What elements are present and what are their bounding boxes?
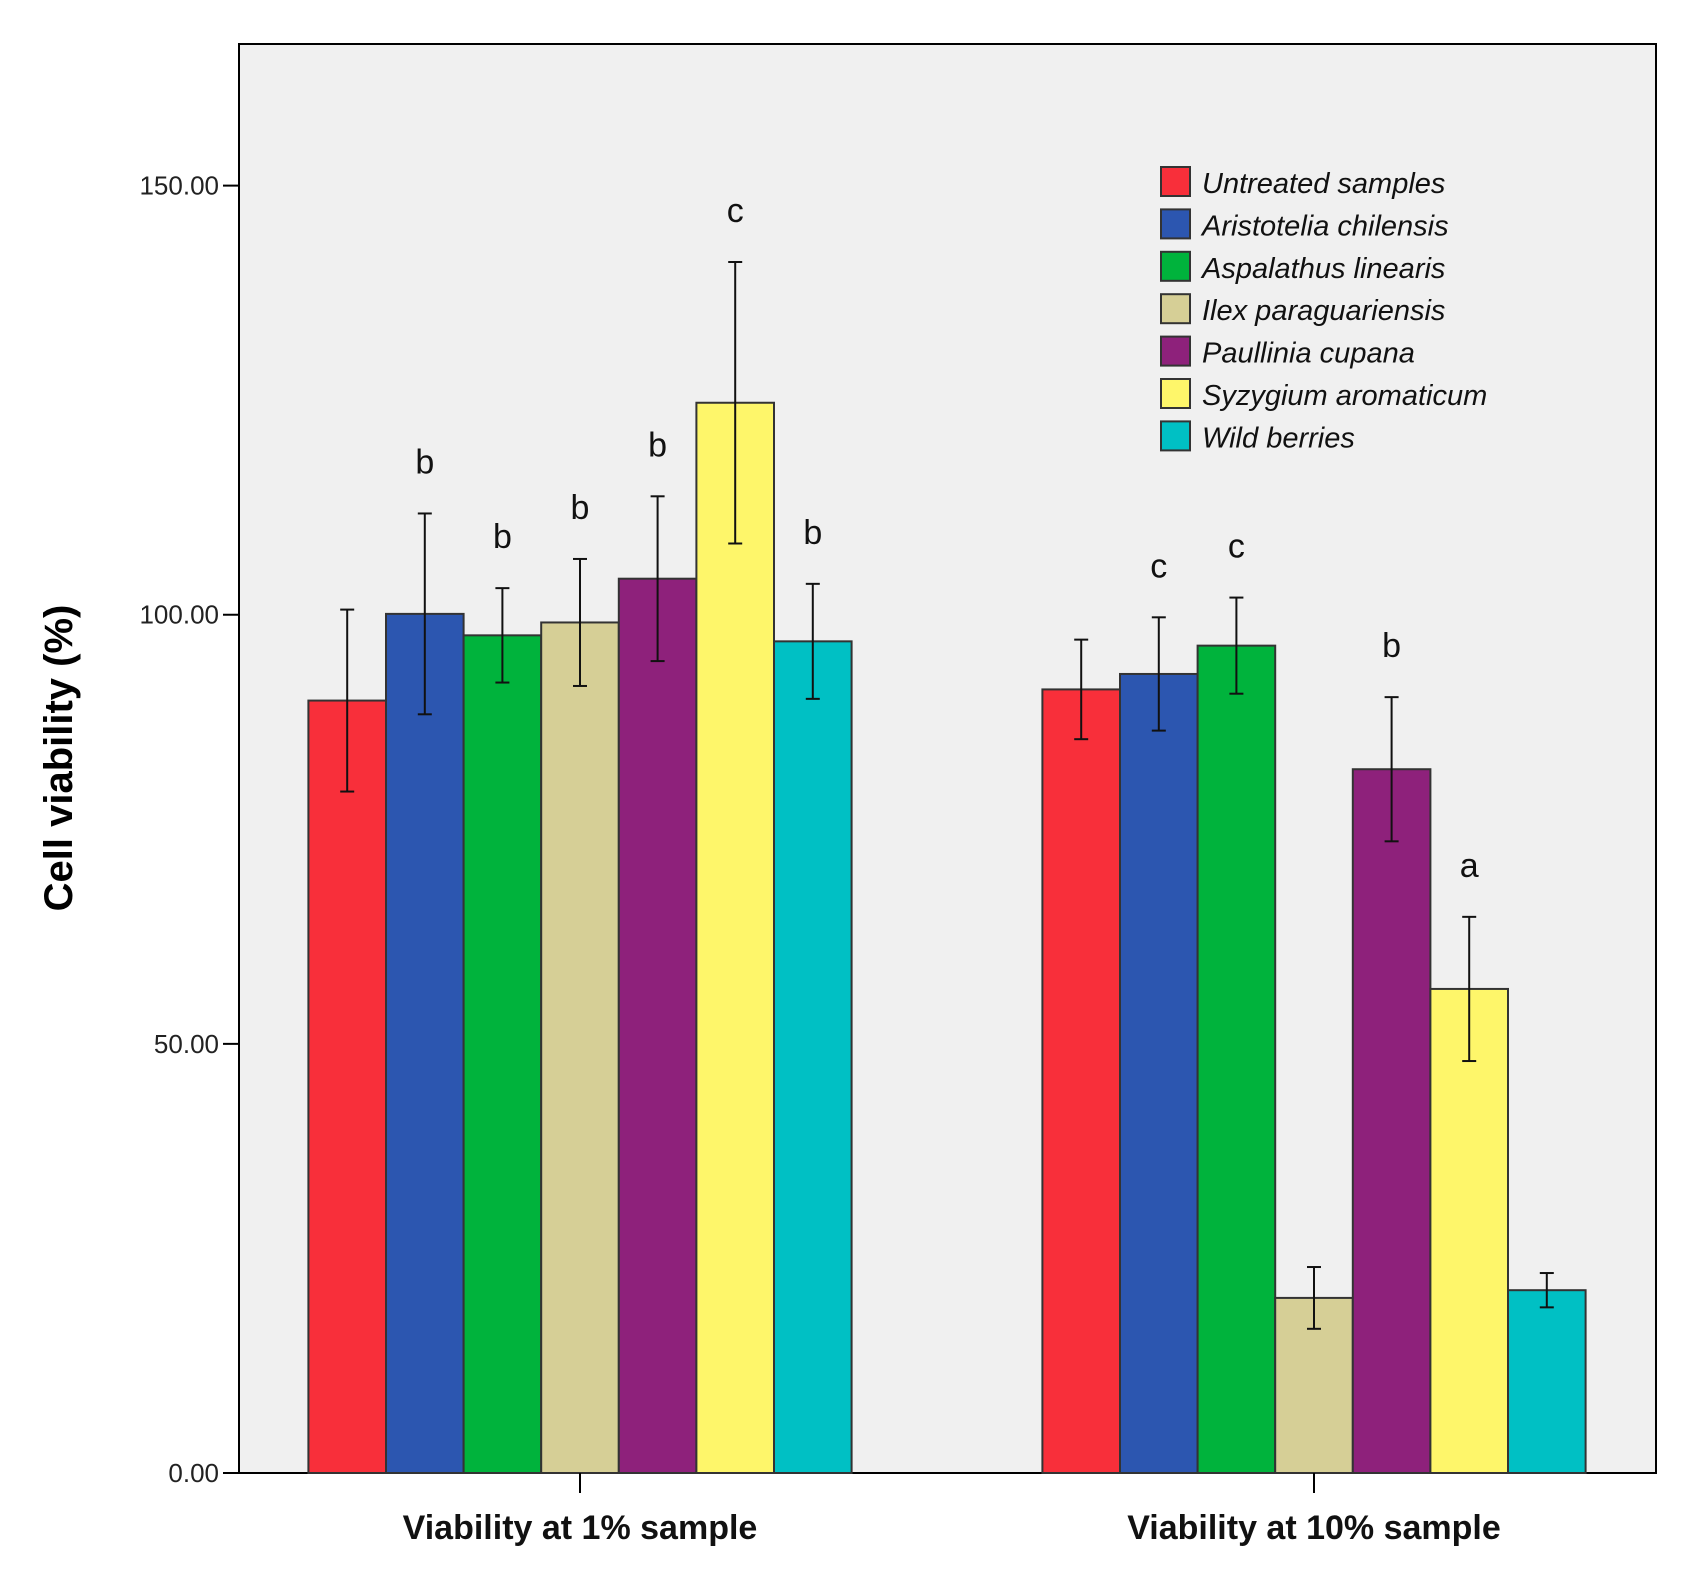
significance-label: b — [1382, 627, 1401, 665]
y-axis: 0.00 50.00 100.00 150.00 — [139, 171, 239, 1488]
legend-swatch — [1160, 208, 1191, 240]
bar — [1196, 644, 1277, 1474]
bars: b c b c b b b c a b — [307, 192, 1587, 1475]
significance-label: b — [648, 426, 667, 464]
bar — [1429, 987, 1510, 1474]
legend-swatch — [1160, 293, 1191, 325]
y-tick-label: 100.00 — [139, 600, 219, 630]
legend-swatch — [1160, 378, 1191, 409]
bar — [695, 401, 776, 1474]
legend-swatch — [1160, 166, 1191, 197]
significance-label: c — [1150, 547, 1167, 585]
bar — [1041, 688, 1122, 1474]
bar — [307, 699, 387, 1474]
legend: Untreated samples Aristotelia chilensis As… — [1160, 166, 1487, 454]
bar — [1119, 672, 1199, 1474]
y-tick-label: 50.00 — [154, 1029, 219, 1059]
significance-label: b — [415, 443, 434, 481]
bar — [1507, 1289, 1587, 1475]
legend-label: Syzygium aromaticum — [1202, 380, 1487, 412]
significance-label: c — [727, 192, 744, 230]
y-axis-label: Cell viability (%) — [37, 605, 81, 912]
legend-label: Ilex paraguariensis — [1202, 295, 1445, 327]
bar — [385, 612, 465, 1474]
legend-swatch — [1160, 420, 1191, 452]
legend-label: Aspalathus linearis — [1200, 253, 1445, 285]
x-category-label: Viability at 1% sample — [403, 1509, 758, 1547]
legend-swatch — [1160, 250, 1191, 282]
bar — [773, 640, 853, 1474]
significance-label: b — [803, 514, 822, 552]
significance-label: b — [571, 489, 590, 527]
x-axis: Viability at 1% sample Viability at 10% s… — [403, 1473, 1501, 1547]
significance-label: b — [493, 518, 512, 556]
x-category-label: Viability at 10% sample — [1127, 1509, 1501, 1547]
legend-label: Wild berries — [1202, 422, 1355, 454]
bar — [540, 621, 620, 1474]
bar — [1351, 768, 1432, 1474]
legend-label: Untreated samples — [1202, 168, 1445, 200]
significance-label: a — [1460, 847, 1479, 885]
bar — [617, 577, 698, 1474]
legend-swatch — [1160, 335, 1191, 367]
y-tick-label: 0.00 — [168, 1458, 219, 1488]
y-tick-label: 150.00 — [139, 171, 219, 201]
legend-label: Paullinia cupana — [1202, 338, 1415, 370]
legend-label: Aristotelia chilensis — [1200, 210, 1449, 242]
bar — [462, 634, 543, 1474]
significance-label: c — [1228, 528, 1245, 566]
